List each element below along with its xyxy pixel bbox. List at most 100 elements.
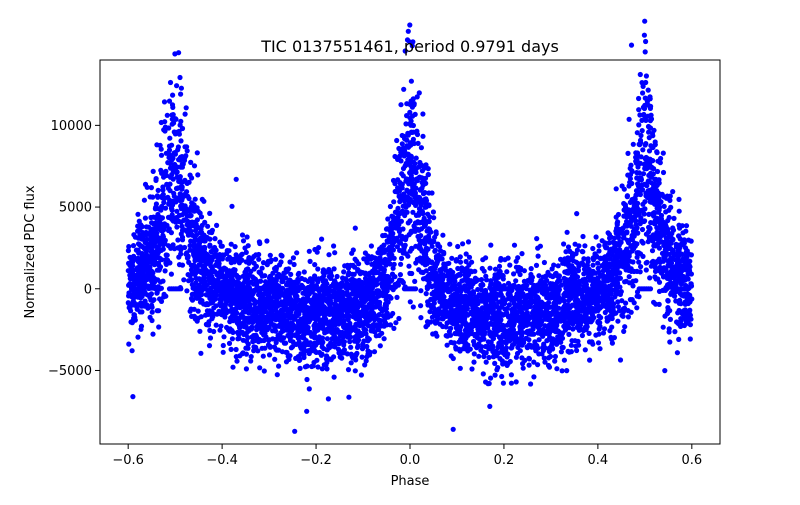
data-point	[256, 257, 261, 262]
data-point	[388, 296, 393, 301]
data-point	[622, 324, 627, 329]
data-point	[169, 272, 174, 277]
data-point	[526, 303, 531, 308]
data-point	[618, 357, 623, 362]
data-point	[624, 247, 629, 252]
data-point	[644, 73, 649, 78]
data-point	[668, 285, 673, 290]
data-point	[401, 87, 406, 92]
data-point	[538, 306, 543, 311]
data-point	[162, 99, 167, 104]
data-point	[570, 254, 575, 259]
data-point	[279, 253, 284, 258]
data-point	[653, 269, 658, 274]
data-point	[392, 236, 397, 241]
data-point	[296, 272, 301, 277]
data-point	[331, 243, 336, 248]
data-point	[640, 128, 645, 133]
data-point	[583, 347, 588, 352]
data-point	[466, 239, 471, 244]
data-point	[395, 206, 400, 211]
data-point	[166, 186, 171, 191]
data-point	[662, 204, 667, 209]
data-point	[664, 285, 669, 290]
data-point	[596, 248, 601, 253]
data-point	[181, 277, 186, 282]
data-point	[407, 115, 412, 120]
data-point	[353, 226, 358, 231]
data-point	[607, 328, 612, 333]
data-point	[657, 239, 662, 244]
data-point	[573, 242, 578, 247]
data-point	[660, 251, 665, 256]
data-point	[212, 245, 217, 250]
data-point	[652, 177, 657, 182]
data-point	[504, 269, 509, 274]
data-point	[349, 360, 354, 365]
data-point	[304, 377, 309, 382]
data-point	[139, 309, 144, 314]
data-point	[420, 134, 425, 139]
data-point	[345, 351, 350, 356]
data-point	[509, 372, 514, 377]
data-point	[249, 354, 254, 359]
data-point	[655, 159, 660, 164]
data-point	[218, 324, 223, 329]
data-point	[194, 226, 199, 231]
data-point	[554, 366, 559, 371]
data-point	[440, 277, 445, 282]
data-point	[552, 359, 557, 364]
data-point	[657, 280, 662, 285]
data-point	[532, 304, 537, 309]
data-point	[560, 368, 565, 373]
data-point	[661, 170, 666, 175]
data-point	[671, 228, 676, 233]
data-point	[564, 368, 569, 373]
data-point	[424, 291, 429, 296]
data-point	[148, 215, 153, 220]
data-point	[645, 260, 650, 265]
data-point	[661, 151, 666, 156]
data-point	[131, 243, 136, 248]
data-point	[199, 230, 204, 235]
data-point	[174, 83, 179, 88]
data-point	[154, 201, 159, 206]
data-point	[606, 262, 611, 267]
data-point	[513, 278, 518, 283]
data-point	[650, 191, 655, 196]
data-point	[163, 257, 168, 262]
data-point	[207, 211, 212, 216]
data-point	[221, 350, 226, 355]
data-point	[354, 322, 359, 327]
data-point	[307, 249, 312, 254]
data-point	[675, 310, 680, 315]
data-point	[336, 290, 341, 295]
data-point	[528, 381, 533, 386]
data-point	[630, 248, 635, 253]
data-point	[439, 291, 444, 296]
data-point	[642, 33, 647, 38]
data-point	[345, 263, 350, 268]
data-point	[616, 212, 621, 217]
data-point	[582, 243, 587, 248]
data-point	[419, 145, 424, 150]
data-point	[207, 274, 212, 279]
data-point	[354, 259, 359, 264]
data-point	[150, 195, 155, 200]
data-point	[514, 379, 519, 384]
data-point	[530, 321, 535, 326]
data-point	[484, 360, 489, 365]
data-point	[551, 263, 556, 268]
data-point	[184, 105, 189, 110]
data-point	[145, 292, 150, 297]
data-point	[270, 336, 275, 341]
data-point	[590, 263, 595, 268]
data-point	[380, 233, 385, 238]
data-point	[580, 333, 585, 338]
data-point	[317, 334, 322, 339]
data-point	[580, 249, 585, 254]
data-point	[148, 315, 153, 320]
data-point	[420, 211, 425, 216]
data-point	[176, 157, 181, 162]
data-point	[126, 342, 131, 347]
